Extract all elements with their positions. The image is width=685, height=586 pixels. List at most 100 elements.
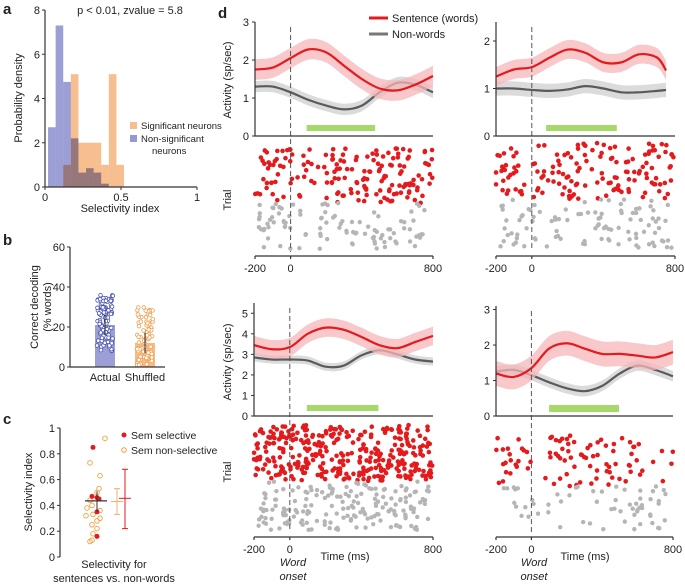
raster-spike-sentence (260, 430, 266, 436)
data-point (147, 312, 153, 318)
raster-spike-sentence (271, 431, 276, 437)
raster-spike-sentence (417, 433, 423, 439)
raster-spike-sentence (631, 169, 637, 175)
raster-spike-nonwords (413, 524, 419, 530)
x-tick-label: 1 (194, 192, 200, 204)
raster-spike-sentence (378, 451, 383, 457)
raster-spike-sentence (368, 455, 373, 460)
raster-spike-sentence (566, 448, 571, 454)
raster-spike-nonwords (669, 245, 674, 250)
raster-spike-sentence (560, 191, 565, 197)
raster-spike-sentence (273, 472, 279, 478)
raster-spike-sentence (335, 191, 340, 197)
raster-spike-sentence (323, 444, 328, 450)
raster-spike-nonwords (403, 495, 409, 500)
raster-spike-sentence (324, 170, 330, 176)
raster-spike-nonwords (641, 229, 647, 235)
raster-spike-nonwords (630, 506, 635, 511)
raster-spike-sentence (515, 163, 521, 168)
raster-spike-nonwords (630, 210, 636, 216)
raster-spike-sentence (277, 472, 282, 477)
data-point-sem-selective (96, 496, 102, 502)
data-point (138, 319, 144, 324)
raster-spike-sentence (556, 181, 562, 187)
raster-spike-nonwords (298, 208, 303, 213)
raster-spike-sentence (297, 194, 303, 199)
raster-spike-sentence (304, 427, 310, 433)
raster-spike-sentence (299, 477, 305, 483)
raster-spike-sentence (342, 476, 348, 481)
x-tick-label: 800 (424, 263, 442, 275)
raster-spike-sentence (587, 463, 593, 469)
raster-spike-sentence (500, 178, 506, 184)
raster-spike-nonwords (293, 507, 298, 513)
raster-spike-nonwords (567, 493, 572, 498)
data-point (141, 305, 146, 310)
raster-spike-nonwords (305, 490, 310, 495)
raster-spike-sentence (330, 468, 335, 473)
raster-spike-sentence (361, 472, 366, 477)
raster-spike-nonwords (656, 525, 661, 531)
raster-spike-sentence (606, 180, 612, 186)
raster-spike-sentence (264, 440, 270, 445)
raster-spike-nonwords (256, 216, 262, 222)
raster-spike-sentence (418, 448, 423, 453)
raster-spike-sentence (630, 156, 635, 162)
raster-spike-nonwords (359, 491, 364, 497)
raster-spike-nonwords (612, 506, 617, 511)
raster-spike-nonwords (553, 217, 558, 222)
raster-spike-nonwords (558, 499, 564, 504)
raster-spike-nonwords (273, 503, 278, 509)
raster-spike-nonwords (338, 494, 343, 499)
data-point (96, 338, 101, 343)
raster-spike-nonwords (353, 514, 358, 519)
y-tick-label: 0.2 (40, 526, 55, 538)
raster-spike-nonwords (409, 523, 414, 529)
raster-spike-nonwords (648, 512, 653, 517)
raster-spike-sentence (367, 169, 372, 174)
data-point (136, 323, 142, 329)
panel-label-b: b (3, 232, 12, 249)
raster-spike-sentence (261, 176, 266, 182)
raster-spike-sentence (289, 426, 295, 432)
raster-spike-sentence (403, 473, 408, 478)
raster-spike-sentence (271, 162, 276, 168)
raster-spike-sentence (386, 458, 392, 463)
raster-spike-nonwords (627, 237, 632, 242)
raster-spike-sentence (535, 169, 540, 174)
raster-spike-nonwords (380, 505, 385, 510)
raster-spike-sentence (603, 443, 609, 448)
raster-spike-nonwords (665, 238, 671, 243)
raster-spike-sentence (395, 459, 401, 464)
raster-spike-nonwords (355, 500, 361, 506)
raster-spike-nonwords (398, 218, 404, 224)
raster-spike-sentence (364, 192, 369, 198)
raster-spike-sentence (594, 476, 599, 481)
raster-spike-sentence (551, 179, 556, 184)
raster-spike-nonwords (263, 495, 268, 501)
raster-spike-nonwords (650, 240, 655, 245)
raster-spike-nonwords (553, 234, 559, 240)
raster-spike-sentence (508, 146, 514, 151)
data-point (136, 305, 141, 310)
raster-spike-nonwords (273, 201, 278, 207)
raster-spike-sentence (346, 476, 352, 481)
raster-spike-sentence (305, 448, 310, 454)
significance-window-bar (306, 125, 376, 131)
histogram-bar-nonsignificant (86, 168, 94, 187)
raster-spike-sentence (532, 161, 538, 166)
y-tick-label: 60 (53, 242, 65, 254)
raster-spike-sentence (255, 441, 261, 446)
raster-spike-nonwords (651, 208, 656, 213)
y-tick-label: 2 (243, 55, 249, 67)
raster-spike-nonwords (618, 208, 624, 213)
data-point (110, 293, 116, 298)
raster-spike-nonwords (309, 503, 314, 508)
y-tick-label: 0 (484, 131, 490, 143)
raster-spike-sentence (262, 444, 268, 450)
raster-spike-nonwords (401, 226, 407, 231)
raster-spike-sentence (353, 157, 359, 163)
raster-spike-sentence (270, 455, 276, 460)
raster-spike-nonwords (372, 239, 377, 244)
y-tick-label: 40 (53, 282, 65, 294)
